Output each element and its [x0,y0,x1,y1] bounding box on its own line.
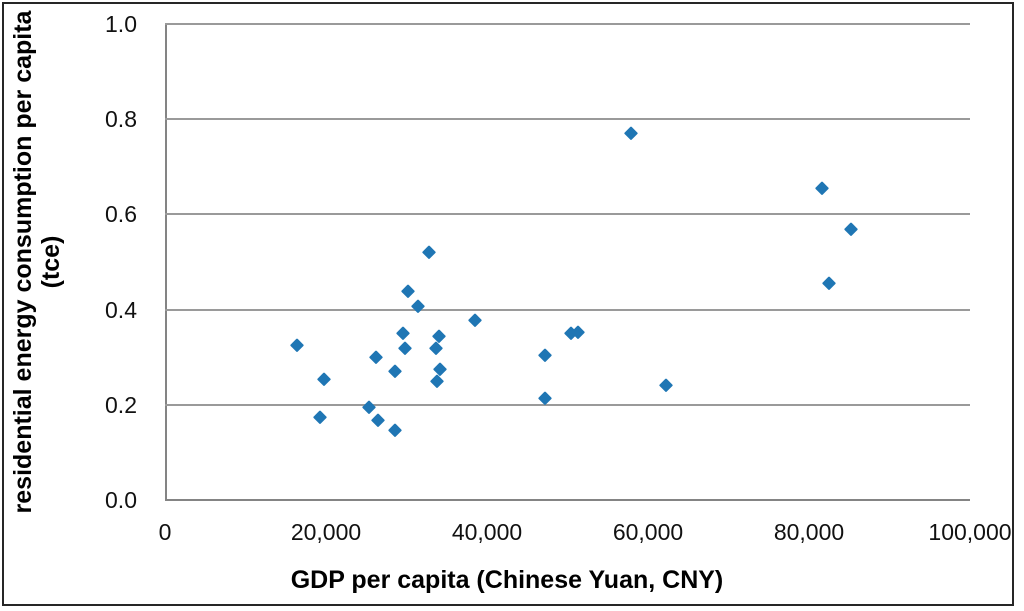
data-point [468,313,482,327]
y-tick-label: 0.2 [105,391,137,418]
x-tick-label: 0 [158,519,172,545]
gridline [165,213,970,216]
x-tick-label: 100,000 [928,519,1012,545]
y-tick-label: 0.4 [105,296,137,323]
x-axis-title: GDP per capita (Chinese Yuan, CNY) [290,566,724,594]
x-tick-label: 20,000 [290,519,362,545]
y-axis-title-line1: residential energy consumption per capit… [9,10,37,514]
y-axis-line [165,24,167,500]
data-point [401,283,415,298]
x-tick-label: 40,000 [451,519,523,545]
x-tick-label: 80,000 [773,519,845,545]
data-point [429,340,444,355]
data-point [431,328,446,343]
data-point [815,181,829,196]
data-point [317,371,332,386]
y-tick-label: 0.0 [105,487,137,513]
y-tick-label: 1.0 [105,11,137,37]
x-axis-line [165,499,970,501]
data-point [362,400,377,414]
data-point [388,422,403,437]
data-point [430,374,444,388]
y-tick-label: 0.8 [105,106,137,133]
gridline [165,118,970,121]
data-point [313,409,328,424]
x-tick-label: 60,000 [612,519,684,545]
plot-area [165,23,970,501]
figure-border [2,2,1014,606]
data-point [371,413,386,427]
data-point [422,245,436,260]
gridline [165,403,970,406]
data-point [290,338,304,353]
y-tick-label: 0.6 [105,201,137,228]
data-point [658,378,673,392]
data-point [624,126,638,141]
data-point [538,390,552,405]
data-point [844,221,858,236]
data-point [398,340,412,355]
data-point [369,350,383,364]
data-point [822,276,836,291]
gridline [165,23,970,25]
y-axis-title-line2: (tce) [37,235,65,289]
y-axis-title: residential energy consumption per capit… [9,0,65,542]
gridline [165,308,970,311]
data-point [396,326,411,341]
data-point [538,348,552,362]
data-point [388,364,403,379]
